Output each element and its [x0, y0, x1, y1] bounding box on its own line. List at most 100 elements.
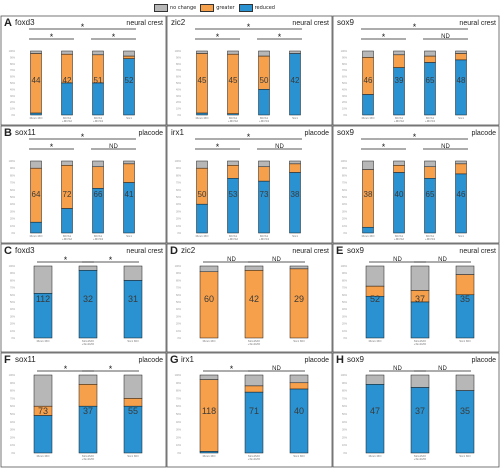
- panel-10-ytick: 90%: [10, 382, 16, 385]
- panel-7-ytick: 50%: [10, 301, 16, 304]
- panel-6-ytick: 50%: [342, 196, 348, 199]
- panel-4-tissue: placode: [138, 130, 163, 137]
- panel-11-xtick: Mcs1MO: [248, 454, 261, 458]
- panel-3-sig-label: *: [382, 32, 386, 42]
- panel-1-bar-no-change-3: [92, 50, 104, 56]
- panel-6-bar-no-change-1: [362, 160, 374, 170]
- panel-10-frame: [0, 352, 167, 468]
- panel-12-bar-no-change-2: [410, 374, 430, 388]
- panel-10-bar-no-change-3: [123, 374, 143, 399]
- panel-3-ytick: 90%: [342, 56, 348, 59]
- panel-7-ytick: 90%: [10, 272, 16, 275]
- panel-11-tissue: placode: [304, 357, 329, 364]
- panel-11-bar-reduced-3: [289, 388, 309, 454]
- panel-9-bar-reduced-2: [410, 301, 430, 339]
- panel-11-n-label: 40: [294, 406, 304, 416]
- panel-6-n-label: 65: [426, 190, 435, 199]
- panel-1-n-label: 44: [32, 76, 41, 85]
- panel-5-ytick: 70%: [176, 182, 182, 185]
- panel-8-n-label: 29: [294, 294, 304, 304]
- panel-9-sig-label: ND: [393, 257, 402, 263]
- panel-3-bar-no-change-4: [455, 50, 467, 54]
- panel-7-ytick: 30%: [10, 315, 16, 318]
- panel-3-ytick: 80%: [342, 63, 348, 66]
- panel-6-xtick: MCS1: [395, 234, 404, 238]
- panel-3-xtick: MCS1: [426, 116, 435, 120]
- panel-7-ytick: 70%: [10, 287, 16, 290]
- panel-12-n-label: 35: [460, 406, 470, 416]
- panel-10-letter: F: [4, 354, 11, 366]
- panel-9-gene: sox9: [347, 246, 364, 255]
- panel-4-ytick: 70%: [10, 182, 16, 185]
- panel-11-xtick: Six1 MO: [293, 454, 305, 458]
- panel-2-gene: zic2: [171, 18, 186, 27]
- panel-6-bar-reduced-1: [362, 226, 374, 234]
- panel-4-n-label: 72: [63, 190, 72, 199]
- panel-8-tissue: neural crest: [292, 248, 329, 255]
- panel-1-xtick: MCS1: [63, 116, 72, 120]
- panel-12-tissue: placode: [471, 357, 496, 364]
- panel-8-ytick: 10%: [176, 330, 182, 333]
- panel-9-ytick: 50%: [342, 301, 348, 304]
- panel-3-bar-reduced-2: [393, 67, 405, 116]
- panel-2-ytick: 60%: [176, 76, 182, 79]
- panel-5-sig-label: *: [247, 132, 251, 142]
- panel-7-xtick: Mcs1 MO: [37, 339, 51, 343]
- panel-3-xtick: MCS1: [395, 116, 404, 120]
- panel-11-sig-label: *: [230, 364, 234, 374]
- panel-9-ytick: 30%: [342, 315, 348, 318]
- panel-2-ytick: 90%: [176, 56, 182, 59]
- legend-swatch-greater: [200, 4, 215, 12]
- panel-12-bar-reduced-1: [365, 384, 385, 454]
- panel-10-bar-reduced-1: [33, 415, 53, 454]
- legend-label-reduced: reduced: [254, 5, 275, 11]
- panel-9-sig-label: ND: [438, 257, 447, 263]
- panel-1-bar-greater-4: [123, 55, 135, 59]
- panel-8-ytick: 40%: [176, 308, 182, 311]
- panel-2-sig-label: *: [278, 32, 282, 42]
- panel-10-sig-label: *: [109, 364, 113, 374]
- panel-5-bar-greater-3: [258, 166, 270, 182]
- panel-1-bar-no-change-4: [123, 50, 135, 57]
- panel-7-xtick: +Six1MO: [82, 342, 95, 346]
- panel-6-ytick: 90%: [342, 167, 348, 170]
- panel-5-xtick: MCS1: [260, 234, 269, 238]
- panel-9-ytick: 100%: [341, 265, 348, 268]
- panel-3-ytick: 50%: [342, 82, 348, 85]
- legend-swatch-reduced: [238, 4, 253, 12]
- panel-6-ytick: 10%: [342, 225, 348, 228]
- panel-6-bar-reduced-2: [393, 172, 405, 234]
- panel-8-xtick: Mcs1MO: [248, 339, 261, 343]
- panel-1-bar-reduced-4: [123, 58, 135, 116]
- panel-4-bar-greater-2: [61, 165, 73, 209]
- panel-9-ytick: 70%: [342, 287, 348, 290]
- panel-10-sig-label: *: [64, 364, 68, 374]
- panel-3-ytick: 20%: [342, 101, 348, 104]
- panel-11-ytick: 10%: [176, 444, 182, 447]
- panel-1-ytick: 30%: [10, 95, 16, 98]
- panel-5-bar-greater-2: [227, 165, 239, 179]
- panel-4-bar-no-change-2: [61, 160, 73, 166]
- panel-8-xtick: Six1 MO: [293, 339, 305, 343]
- panel-3-bar-greater-4: [455, 53, 467, 61]
- panel-1-xtick: +MCS2: [62, 119, 72, 123]
- panel-7-bar-no-change-3: [123, 265, 143, 281]
- panel-9-n-label: 52: [370, 294, 380, 304]
- panel-6-bar-greater-4: [455, 163, 467, 175]
- panel-1-bar-no-change-2: [61, 50, 73, 55]
- panel-2-ytick: 100%: [175, 50, 182, 53]
- panel-9-letter: E: [336, 245, 343, 257]
- panel-9-ytick: 90%: [342, 272, 348, 275]
- panel-12-ytick: 0%: [343, 452, 347, 455]
- panel-7-bar-reduced-1: [33, 293, 53, 339]
- panel-5-bar-reduced-3: [258, 180, 270, 234]
- panel-5-ytick: 0%: [177, 232, 181, 235]
- panel-12-bar-reduced-2: [410, 387, 430, 454]
- panel-10-xtick: Mcs1MO: [82, 454, 95, 458]
- panel-6-ytick: 20%: [342, 218, 348, 221]
- panel-2-sig-label: *: [247, 22, 251, 32]
- panel-10-n-label: 37: [83, 406, 93, 416]
- panel-9-ytick: 40%: [342, 308, 348, 311]
- panel-9-n-label: 35: [460, 294, 470, 304]
- panel-1-bar-reduced-3: [92, 82, 104, 116]
